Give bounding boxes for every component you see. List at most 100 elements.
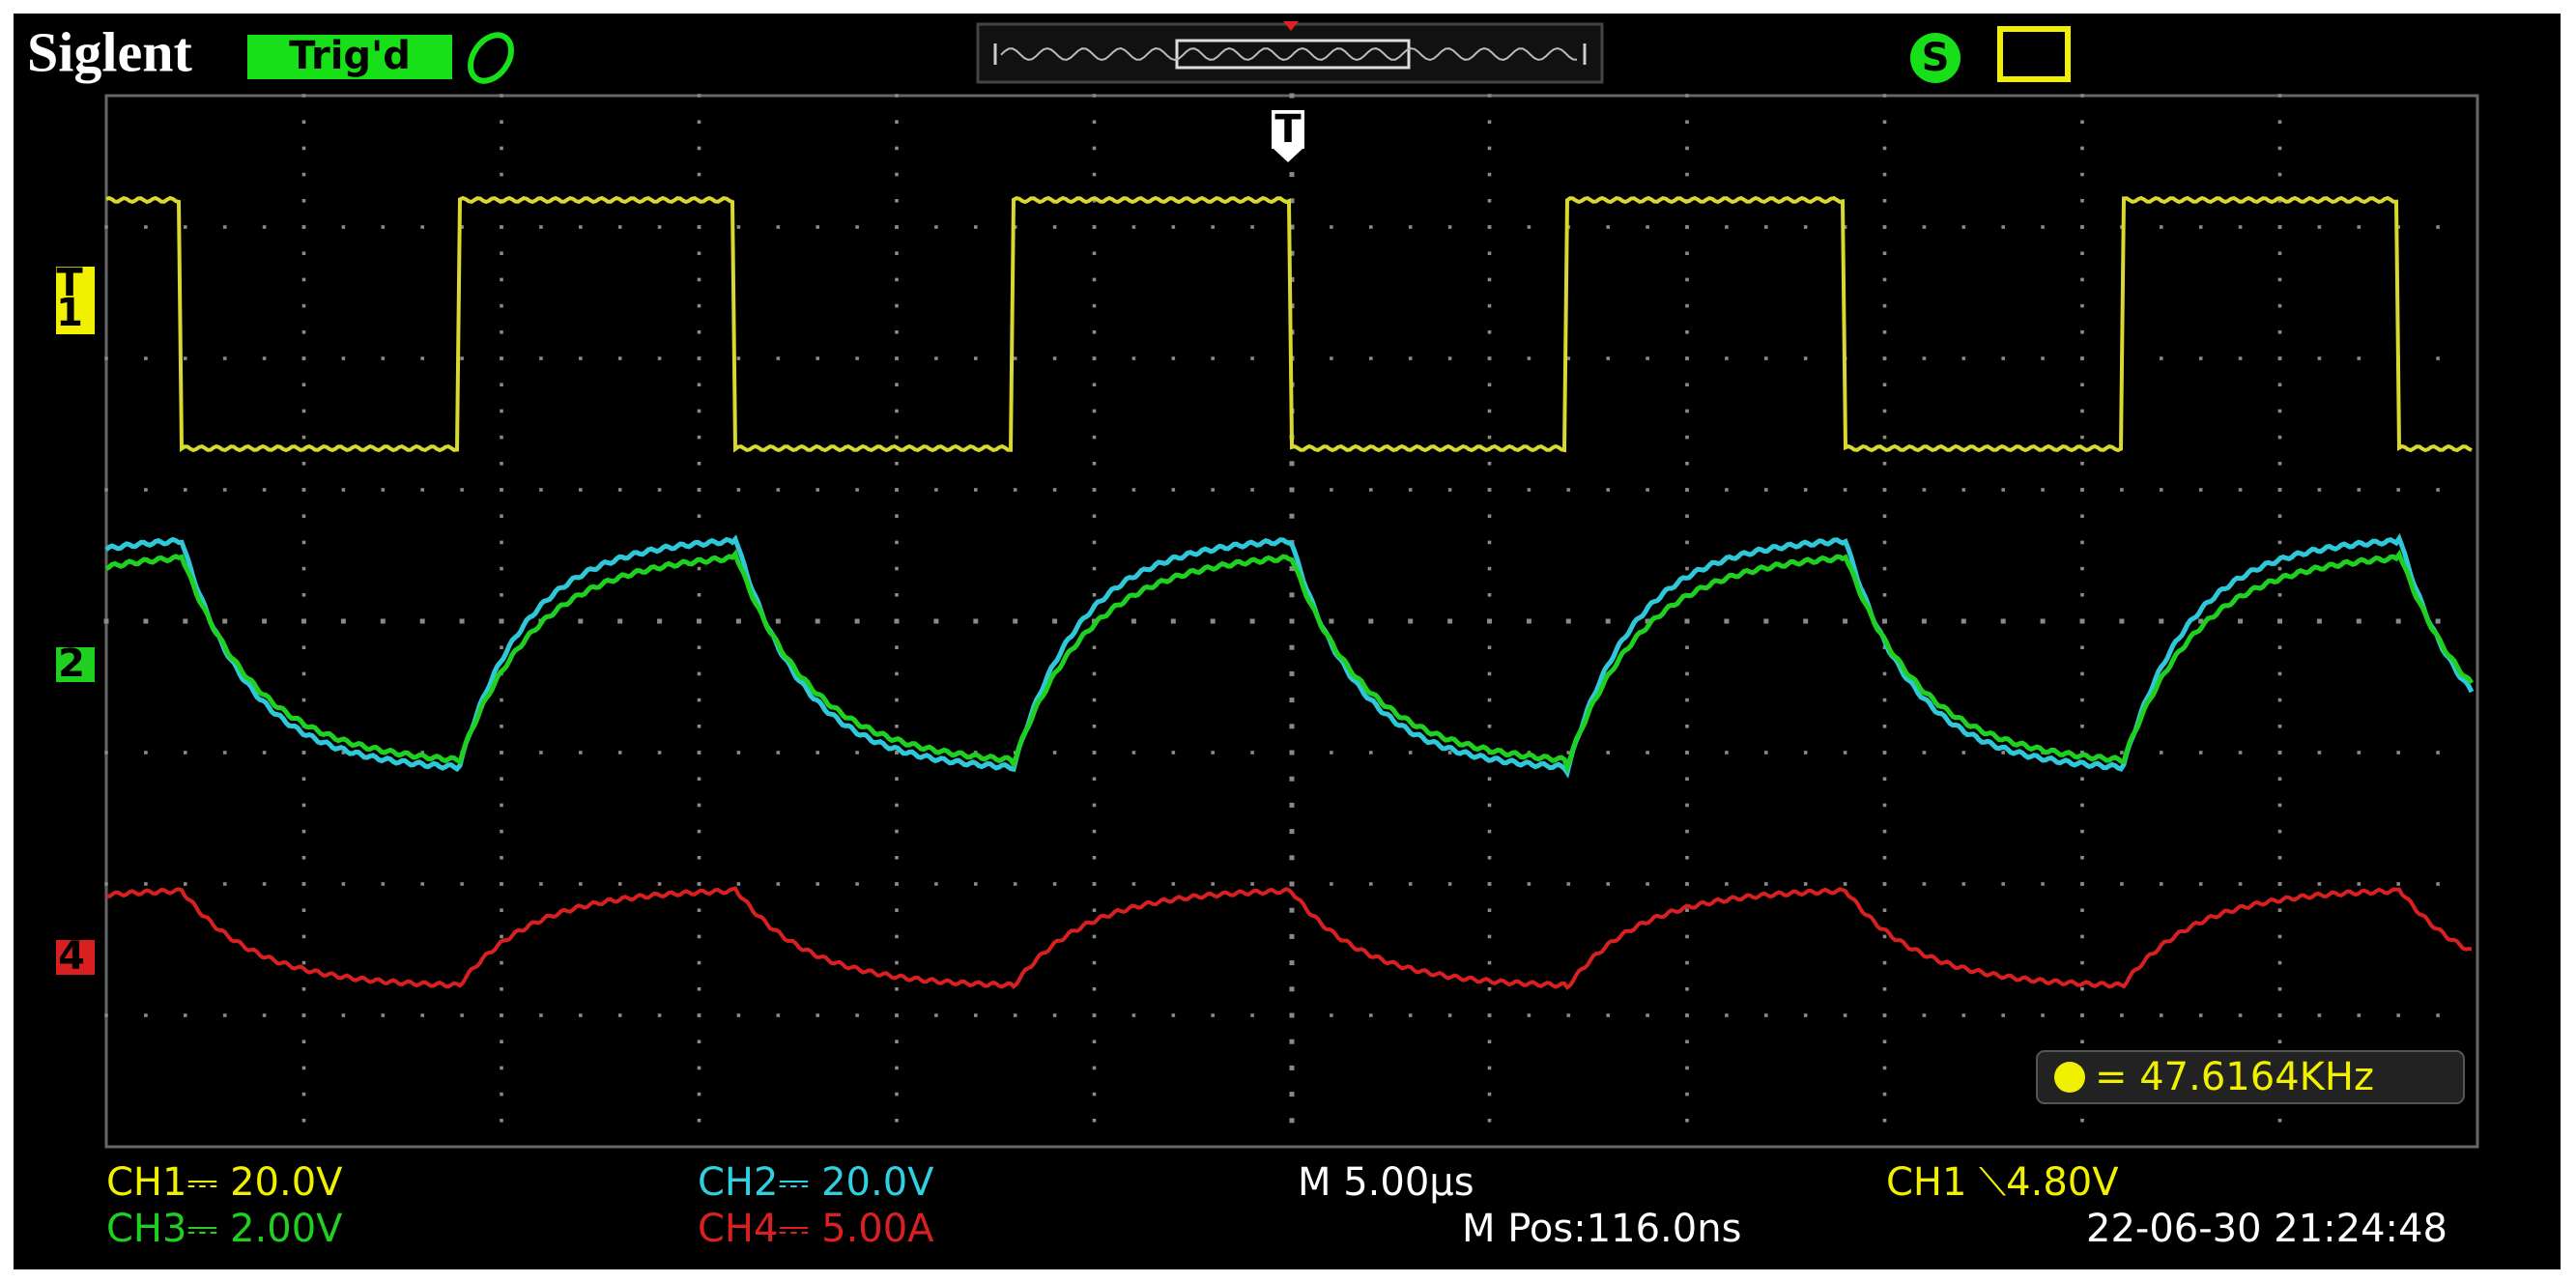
grid-dot xyxy=(895,225,899,229)
grid-dot xyxy=(1961,356,1966,360)
grid-dot xyxy=(1882,1040,1887,1043)
grid-dot xyxy=(1882,303,1887,308)
grid-dot xyxy=(539,751,543,755)
grid-dot xyxy=(500,120,503,124)
grid-dot xyxy=(144,751,148,755)
grid-dot xyxy=(1882,593,1887,597)
grid-dot xyxy=(1606,882,1610,886)
grid-dot xyxy=(2079,618,2085,624)
grid-dot xyxy=(895,1040,899,1043)
grid-dot xyxy=(1447,751,1452,755)
grid-dot xyxy=(460,1013,464,1017)
grid-dot xyxy=(2080,120,2084,124)
grid-dot xyxy=(2080,356,2084,360)
trigger-setting: CH1 ⟍4.80V xyxy=(1886,1160,2119,1205)
grid-dot xyxy=(500,94,503,98)
grid-dot xyxy=(1013,225,1017,229)
grid-dot xyxy=(697,225,701,229)
grid-dot xyxy=(1882,934,1887,939)
grid-dot xyxy=(1171,225,1176,229)
grid-dot xyxy=(1487,908,1492,912)
grid-dot xyxy=(1685,987,1689,991)
grid-dot xyxy=(1566,488,1571,492)
grid-dot xyxy=(1289,1118,1295,1124)
grid-dot xyxy=(2238,225,2243,229)
grid-dot xyxy=(1487,172,1492,177)
grid-dot xyxy=(1408,225,1413,229)
grid-dot xyxy=(1882,277,1887,282)
grid-dot xyxy=(341,751,346,755)
grid-dot xyxy=(1487,1040,1492,1043)
grid-dot xyxy=(1052,1013,1057,1017)
grid-dot xyxy=(1882,1066,1887,1070)
trigger-marker-bg xyxy=(1272,110,1304,149)
grid-dot xyxy=(2277,698,2282,702)
grid-dot xyxy=(500,1119,503,1123)
grid-dot xyxy=(2277,435,2282,440)
grid-dot xyxy=(697,1119,701,1123)
grid-dot xyxy=(2238,488,2243,492)
grid-dot xyxy=(301,356,306,360)
grid-dot xyxy=(1685,120,1689,124)
grid-dot xyxy=(1487,1119,1492,1123)
grid-dot xyxy=(2357,488,2361,492)
grid-dot xyxy=(2080,251,2084,255)
grid-dot xyxy=(1882,514,1887,518)
grid-dot xyxy=(1685,146,1689,151)
grid-dot xyxy=(1487,829,1492,834)
grid-dot xyxy=(1685,435,1689,440)
grid-dot xyxy=(1487,934,1492,939)
grid-dot xyxy=(144,1013,148,1017)
ch4-marker-bg xyxy=(56,940,95,975)
grid-dot xyxy=(1685,383,1689,386)
grid-dot xyxy=(895,856,899,860)
grid-dot xyxy=(2277,172,2282,177)
grid-dot xyxy=(1092,593,1097,597)
grid-dot xyxy=(341,882,346,886)
grid-dot xyxy=(933,618,939,624)
grid-dot xyxy=(500,987,503,991)
grid-dot xyxy=(2080,462,2084,466)
grid-dot xyxy=(697,856,701,860)
grid-dot xyxy=(1289,644,1295,650)
grid-dot xyxy=(1685,488,1689,492)
grid-dot xyxy=(1289,1092,1295,1097)
grid-dot xyxy=(895,462,899,466)
grid-dot xyxy=(1210,618,1216,624)
grid-dot xyxy=(2435,618,2441,624)
grid-dot xyxy=(1092,777,1097,781)
grid-dot xyxy=(697,751,701,755)
grid-dot xyxy=(895,251,899,255)
grid-dot xyxy=(1764,1013,1768,1017)
grid-dot xyxy=(1092,725,1097,728)
grid-dot xyxy=(1882,462,1887,466)
grid-dot xyxy=(1685,356,1689,360)
grid-dot xyxy=(500,146,503,151)
grid-dot xyxy=(1289,276,1295,282)
grid-dot xyxy=(103,618,109,624)
grid-dot xyxy=(500,803,503,808)
grid-dot xyxy=(1092,1013,1097,1017)
grid-dot xyxy=(1330,225,1333,229)
grid-dot xyxy=(2317,488,2322,492)
grid-dot xyxy=(697,566,701,571)
grid-dot xyxy=(301,225,306,229)
grid-dot xyxy=(2001,356,2005,360)
grid-dot xyxy=(2317,751,2322,755)
grid-dot xyxy=(2160,488,2163,492)
grid-dot xyxy=(1170,618,1176,624)
grid-dot xyxy=(934,356,938,360)
grid-dot xyxy=(2080,1013,2084,1017)
grid-dot xyxy=(2277,356,2282,360)
grid-dot xyxy=(617,882,622,886)
grid-dot xyxy=(1606,751,1610,755)
grid-dot xyxy=(460,225,464,229)
grid-dot xyxy=(2080,987,2084,991)
grid-dot xyxy=(1882,725,1887,728)
grid-dot xyxy=(2001,882,2005,886)
grid-dot xyxy=(2357,751,2361,755)
grid-dot xyxy=(2198,618,2204,624)
grid-dot xyxy=(2436,225,2440,229)
grid-dot xyxy=(539,882,543,886)
grid-dot xyxy=(262,882,267,886)
